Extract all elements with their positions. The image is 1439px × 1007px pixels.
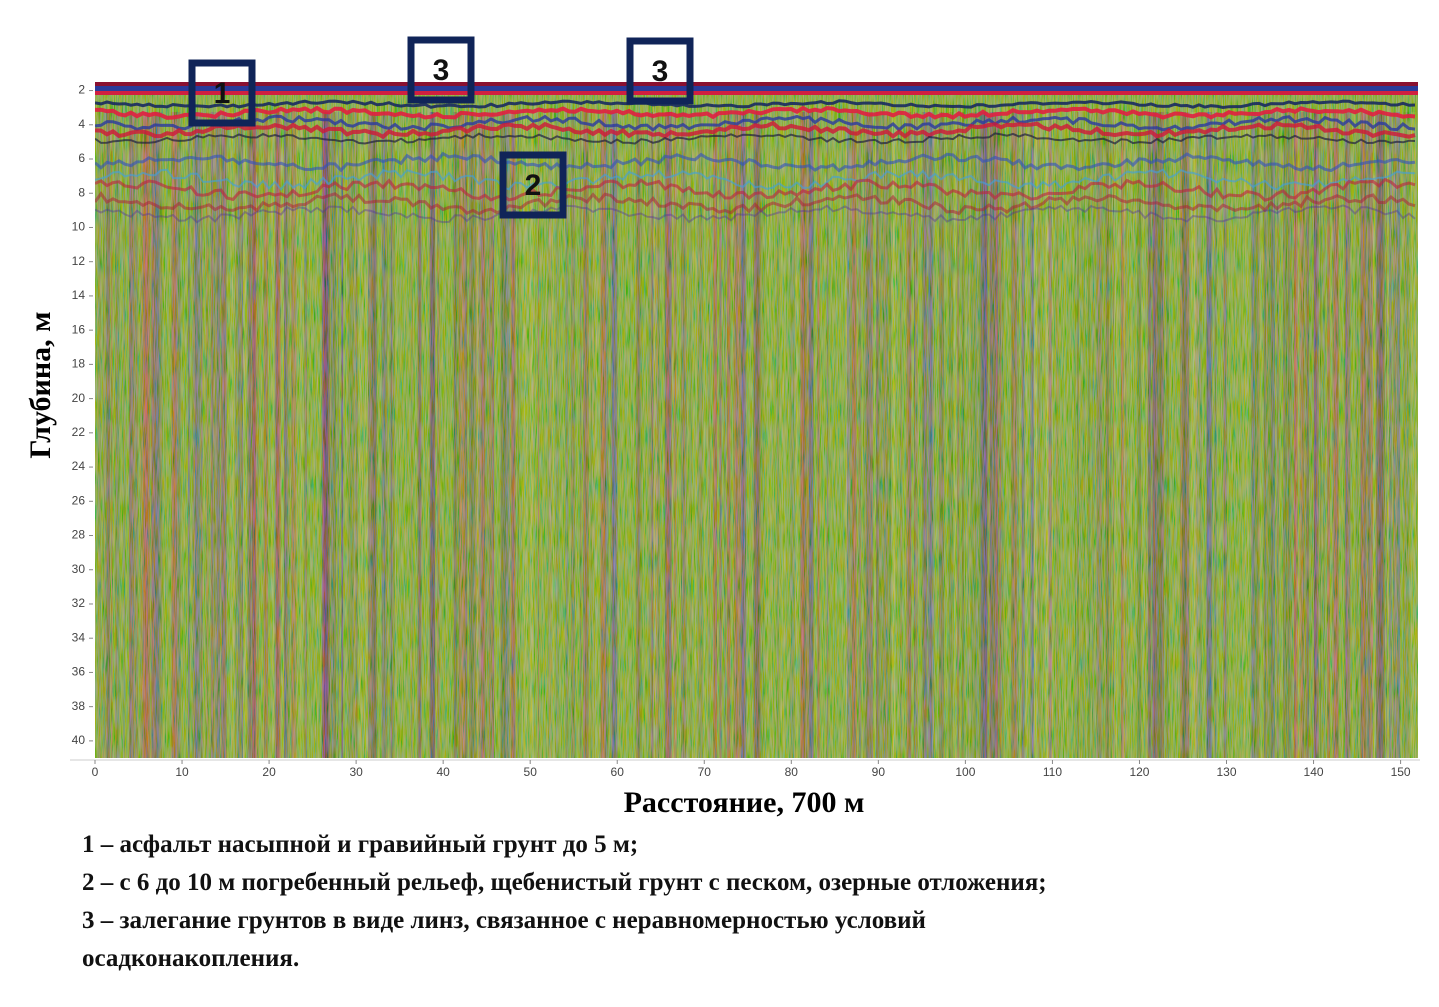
y-tick-label: 12 [72, 254, 86, 268]
reflection-layer [95, 114, 1416, 132]
annotation-box [626, 37, 694, 105]
reflection-layer [95, 151, 1416, 173]
y-tick-label: 26 [72, 493, 86, 507]
x-tick-label: 80 [785, 765, 799, 779]
surface-band [95, 82, 1418, 86]
y-tick-label: 38 [72, 699, 86, 713]
x-tick-label: 110 [1043, 765, 1062, 779]
y-tick-label: 22 [72, 425, 86, 439]
annotation-label: 1 [214, 77, 231, 110]
reflection-layer [95, 168, 1416, 192]
reflection-layer [95, 204, 1416, 224]
y-tick-label: 36 [72, 665, 86, 679]
reflection-layer [95, 105, 1416, 120]
x-axis-title: Расстояние, 700 м [624, 786, 865, 819]
radargram-image [95, 82, 1418, 758]
x-tick-label: 60 [611, 765, 625, 779]
legend-note: 2 – с 6 до 10 м погребенный рельеф, щебе… [82, 869, 1047, 896]
x-tick-label: 90 [872, 765, 886, 779]
legend-note: 3 – залегание грунтов в виде линз, связа… [82, 907, 926, 934]
x-tick-label: 120 [1129, 765, 1149, 779]
reflection-layer [95, 99, 1416, 110]
legend-note: осадконакопления. [82, 945, 299, 972]
reflection-layer [95, 132, 1416, 145]
y-tick-label: 20 [72, 391, 86, 405]
reflection-layer [95, 120, 1416, 140]
x-tick-label: 150 [1391, 765, 1411, 779]
annotation-box [499, 151, 567, 219]
y-tick-label: 4 [78, 117, 85, 131]
y-tick-label: 40 [72, 733, 86, 747]
reflection-layer [95, 177, 1416, 202]
x-tick-label: 70 [698, 765, 712, 779]
y-tick-label: 10 [72, 220, 86, 234]
y-tick-label: 14 [72, 288, 86, 302]
y-axis-title: Глубина, м [24, 311, 57, 458]
y-tick-label: 30 [72, 562, 86, 576]
annotation-box [188, 59, 256, 127]
x-tick-label: 50 [524, 765, 538, 779]
annotation-label: 3 [652, 55, 669, 88]
y-tick-label: 8 [78, 185, 85, 199]
x-tick-label: 0 [92, 765, 99, 779]
y-tick-label: 6 [78, 151, 85, 165]
y-tick-label: 28 [72, 528, 86, 542]
x-tick-label: 30 [349, 765, 363, 779]
surface-band [95, 91, 1418, 95]
legend-note: 1 – асфальт насыпной и гравийный грунт д… [82, 831, 638, 858]
annotation-label: 3 [433, 54, 450, 87]
x-tick-label: 10 [175, 765, 189, 779]
x-tick-label: 40 [436, 765, 450, 779]
y-tick-label: 16 [72, 322, 86, 336]
x-tick-label: 100 [955, 765, 975, 779]
y-tick-label: 18 [72, 357, 86, 371]
annotation-label: 2 [525, 169, 542, 202]
y-tick-label: 24 [72, 459, 86, 473]
x-tick-label: 130 [1216, 765, 1236, 779]
noise-texture [95, 82, 1418, 758]
y-tick-label: 32 [72, 596, 86, 610]
surface-band [95, 86, 1418, 91]
y-tick-label: 2 [78, 83, 85, 97]
annotation-box [407, 36, 475, 104]
x-tick-label: 20 [262, 765, 276, 779]
x-tick-label: 140 [1304, 765, 1324, 779]
reflection-layer [95, 191, 1416, 216]
y-tick-label: 34 [72, 630, 86, 644]
